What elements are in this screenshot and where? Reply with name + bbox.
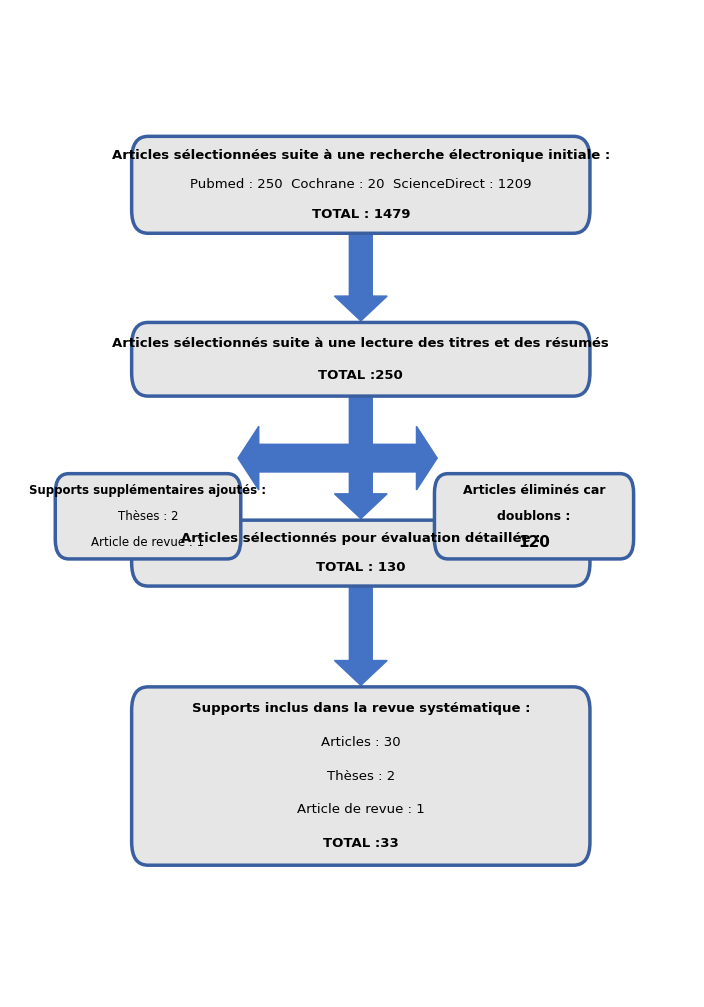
FancyArrow shape	[238, 426, 349, 490]
Text: Articles sélectionnés pour évaluation détaillée :: Articles sélectionnés pour évaluation dé…	[181, 533, 541, 546]
Text: Pubmed : 250  Cochrane : 20  ScienceDirect : 1209: Pubmed : 250 Cochrane : 20 ScienceDirect…	[190, 178, 532, 191]
Text: TOTAL :33: TOTAL :33	[323, 837, 398, 850]
FancyBboxPatch shape	[132, 322, 590, 396]
FancyBboxPatch shape	[132, 136, 590, 234]
FancyBboxPatch shape	[132, 521, 590, 586]
Text: TOTAL :250: TOTAL :250	[322, 369, 399, 382]
Text: Articles sélectionnées suite à une recherche électronique initiale :: Articles sélectionnées suite à une reche…	[112, 149, 610, 162]
FancyArrow shape	[334, 588, 387, 686]
Text: TOTAL : 130: TOTAL : 130	[316, 561, 406, 574]
Text: Articles sélectionnés suite à une lecture des titres et des résumés: Articles sélectionnés suite à une lectur…	[113, 336, 609, 349]
Text: Thèses : 2: Thèses : 2	[327, 769, 395, 782]
FancyArrow shape	[334, 398, 387, 519]
Text: TOTAL : 130: TOTAL : 130	[320, 561, 401, 574]
Text: TOTAL :250: TOTAL :250	[318, 369, 403, 382]
Text: Articles : 30: Articles : 30	[321, 736, 401, 749]
Text: TOTAL :33: TOTAL :33	[327, 837, 395, 850]
FancyArrow shape	[334, 235, 387, 321]
Text: Articles éliminés car: Articles éliminés car	[463, 484, 605, 496]
FancyBboxPatch shape	[132, 687, 590, 865]
Text: doublons :: doublons :	[497, 510, 571, 523]
Text: Thèses : 2: Thèses : 2	[118, 510, 178, 523]
Text: 120: 120	[518, 535, 550, 550]
Text: Article de revue : 1: Article de revue : 1	[297, 804, 425, 817]
FancyArrow shape	[372, 426, 437, 490]
Text: Article de revue : 1: Article de revue : 1	[92, 536, 205, 549]
FancyBboxPatch shape	[434, 473, 634, 559]
FancyBboxPatch shape	[55, 473, 241, 559]
Text: Supports inclus dans la revue systématique :: Supports inclus dans la revue systématiq…	[191, 702, 530, 715]
Text: TOTAL : 1479: TOTAL : 1479	[312, 207, 410, 221]
Text: Supports supplémentaires ajoutés :: Supports supplémentaires ajoutés :	[30, 484, 267, 496]
Text: TOTAL : 1479: TOTAL : 1479	[316, 207, 406, 221]
